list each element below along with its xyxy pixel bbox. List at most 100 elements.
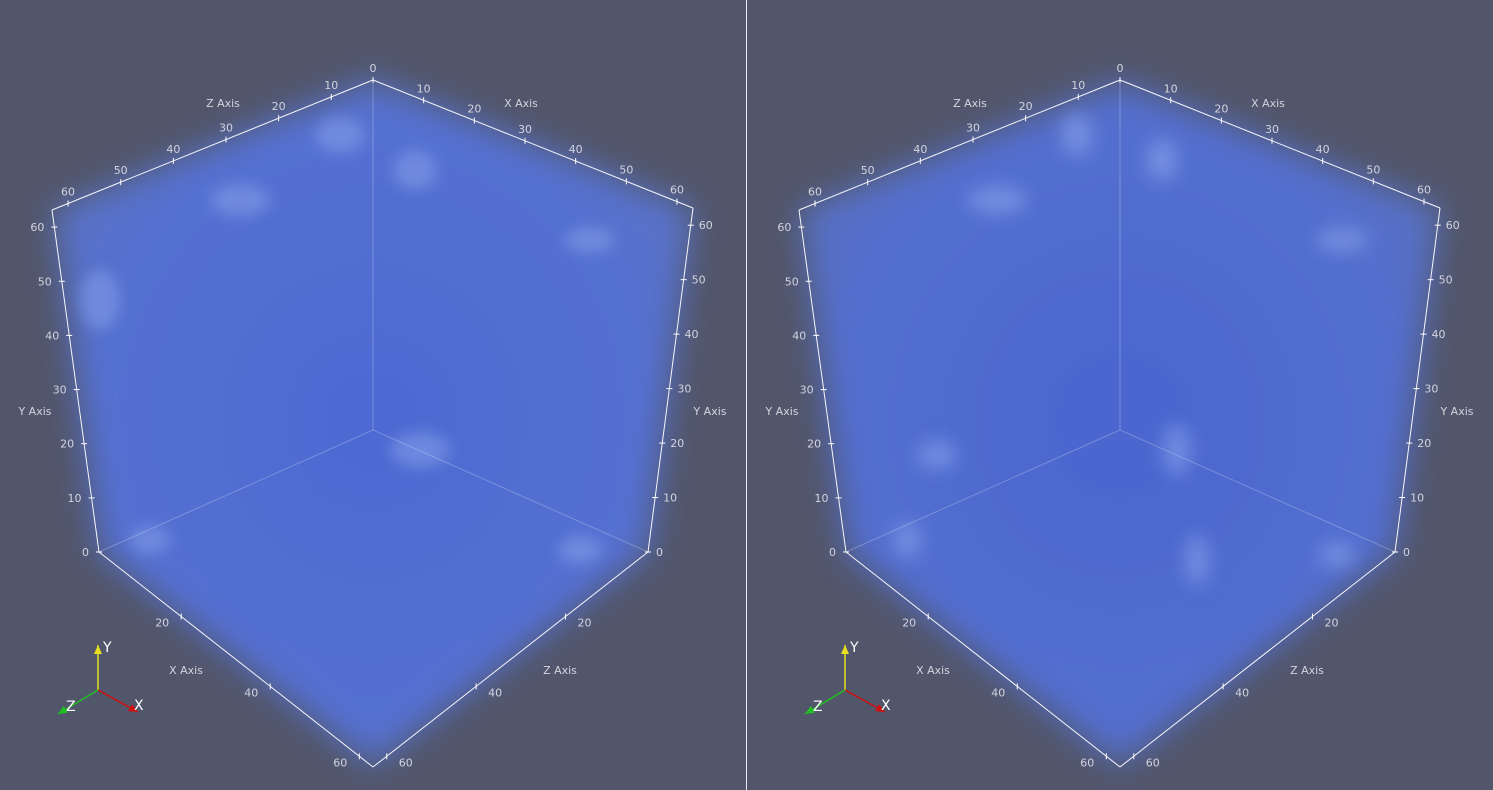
orientation-z-label: Z [813,699,823,715]
volume-rendering [801,82,1439,765]
top-z-axis-tick-label: 30 [966,122,980,135]
right-y-axis-line [647,207,694,553]
right-y-axis-tick-label: 50 [1439,274,1453,287]
hidden-cube-edge [372,429,649,553]
orientation-y-label: Y [102,640,112,656]
top-x-axis-tick-label: 50 [1366,163,1380,176]
orientation-z-arrow-icon [58,705,68,714]
top-x-axis-tick-label: 10 [1164,82,1178,95]
view-divider[interactable] [746,0,747,790]
right-y-axis-title: Y Axis [692,405,726,418]
bottom-z-axis-tick-label: 20 [578,617,592,630]
orientation-y-arrow-icon [841,645,849,654]
right-y-axis-tick-label: 60 [1446,219,1460,232]
top-z-axis-title: Z Axis [206,97,240,110]
left-y-axis-tick-label: 30 [800,384,814,397]
right-y-axis-tick-label: 40 [1432,328,1446,341]
bottom-x-axis-title: X Axis [169,664,203,677]
orientation-x-label: X [881,698,891,714]
top-z-axis-tick-label: 50 [114,164,128,177]
right-y-axis-tick-label: 10 [1410,492,1424,505]
right-y-axis-line [1394,207,1441,553]
right-y-axis-tick-label: 50 [692,274,706,287]
left-y-axis-title: Y Axis [764,405,798,418]
left-y-axis-title: Y Axis [17,405,51,418]
top-x-axis-line [372,79,694,209]
top-z-axis-tick-label: 20 [1019,100,1033,113]
hidden-cube-edge [98,429,374,553]
render-view-right[interactable]: 0 10 20 30 40 50 60 10 20 30 40 50 60 0 10 20 30 40 50 60 0 1… [747,0,1493,790]
volume-rendering [54,80,692,765]
bottom-z-axis-title: Z Axis [543,664,577,677]
left-y-axis-tick-label: 40 [792,329,806,342]
top-z-axis-tick-label: 40 [913,143,927,156]
orientation-z-arrow-icon [805,705,815,714]
left-y-axis-line [798,209,847,553]
bottom-z-axis-tick-label: 40 [1235,686,1249,699]
orientation-x-label: X [134,698,144,714]
orientation-y-label: Y [849,640,859,656]
render-view-left[interactable]: 0 10 20 30 40 50 60 10 20 30 40 50 60 0 10 20 30 40 50 60 0 1… [0,0,746,790]
bottom-z-axis-tick-label: 60 [1146,756,1160,769]
right-y-axis-tick-label: 10 [663,492,677,505]
right-y-axis-title: Y Axis [1439,405,1473,418]
hidden-cube-edge [845,429,1121,553]
orientation-z-label: Z [66,699,76,715]
bottom-x-axis-line [845,551,1121,768]
bottom-x-axis-line [98,551,374,768]
hidden-cube-edge [1119,429,1396,553]
left-y-axis-tick-label: 10 [68,492,82,505]
bottom-z-axis-line [372,551,649,768]
bottom-x-axis-title: X Axis [916,664,950,677]
left-y-axis-tick-label: 30 [53,384,67,397]
top-x-axis-tick-label: 60 [1417,184,1431,197]
bottom-z-axis-tick-label: 40 [488,686,502,699]
top-x-axis-title: X Axis [504,97,538,110]
top-x-axis-tick-label: 0 [1117,62,1124,75]
top-x-axis-tick-label: 30 [518,123,532,136]
top-x-axis-tick-label: 20 [467,103,481,116]
orientation-axes-widget: Y X Z [804,640,891,715]
top-z-axis-tick-label: 30 [219,122,233,135]
bottom-x-axis-tick-label: 40 [991,686,1005,699]
bottom-z-axis-line [1119,551,1396,768]
bottom-x-axis-tick-label: 20 [155,617,169,630]
right-y-axis-tick-label: 30 [677,383,691,396]
top-z-axis-tick-label: 20 [272,100,286,113]
right-y-axis-tick-label: 0 [1403,546,1410,559]
left-y-axis-tick-label: 10 [815,492,829,505]
right-y-axis-tick-label: 20 [670,437,684,450]
top-x-axis-line [1119,79,1441,209]
left-y-axis-line [51,209,100,553]
top-x-axis-tick-label: 40 [569,143,583,156]
orientation-x-arrow-icon [128,704,138,712]
top-x-axis-tick-label: 60 [670,184,684,197]
right-y-axis-tick-label: 60 [699,219,713,232]
top-z-axis-tick-label: 50 [861,164,875,177]
left-y-axis-tick-label: 50 [785,275,799,288]
orientation-y-arrow-icon [94,645,102,654]
left-y-axis-tick-label: 60 [777,221,791,234]
top-z-axis-line [51,79,374,211]
top-z-axis-tick-label: 60 [61,186,75,199]
left-y-axis-tick-label: 50 [38,275,52,288]
bottom-x-axis-tick-label: 20 [902,617,916,630]
bottom-x-axis-tick-label: 60 [333,756,347,769]
left-y-axis-tick-label: 40 [45,329,59,342]
top-x-axis-tick-label: 0 [370,62,377,75]
top-z-axis-line [798,79,1121,211]
cube-axes: 0 10 20 30 40 50 60 10 20 30 40 50 60 0 10 20 30 40 50 60 0 1… [764,62,1473,769]
bottom-z-axis-title: Z Axis [1290,664,1324,677]
top-x-axis-tick-label: 30 [1265,123,1279,136]
top-x-axis-tick-label: 10 [417,82,431,95]
right-y-axis-tick-label: 0 [656,546,663,559]
bottom-z-axis-tick-label: 20 [1325,617,1339,630]
right-y-axis-tick-label: 20 [1417,437,1431,450]
left-y-axis-tick-label: 0 [829,546,836,559]
top-z-axis-tick-label: 60 [808,186,822,199]
right-y-axis-tick-label: 30 [1424,383,1438,396]
top-z-axis-title: Z Axis [953,97,987,110]
bottom-z-axis-tick-label: 60 [399,756,413,769]
top-x-axis-tick-label: 50 [619,163,633,176]
left-y-axis-tick-label: 60 [30,221,44,234]
